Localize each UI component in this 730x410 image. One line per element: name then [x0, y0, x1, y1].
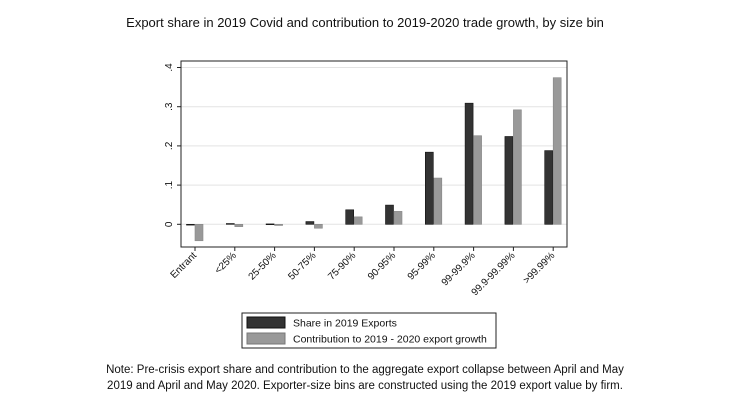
bar-share-2019	[504, 136, 514, 225]
y-tick-label: 0	[164, 221, 175, 227]
y-tick-label: .3	[164, 102, 175, 111]
x-tick-label: 25-50%	[247, 250, 279, 282]
bar-contribution-growth	[433, 177, 443, 225]
x-tick-label: >99.99%	[521, 250, 557, 286]
y-tick-label: .2	[164, 141, 175, 150]
bar-contribution-growth	[234, 224, 244, 227]
bar-contribution-growth	[274, 224, 283, 226]
bar-share-2019	[544, 150, 554, 225]
note-line-1: Note: Pre-crisis export share and contri…	[106, 364, 624, 376]
plot-frame	[180, 60, 568, 248]
legend-label-contribution: Contribution to 2019 - 2020 export growt…	[293, 334, 487, 346]
bar-share-2019	[385, 204, 394, 225]
x-tick-label: 99-99.9%	[440, 250, 478, 288]
bar-contribution-growth	[353, 216, 363, 225]
bar-share-2019	[226, 223, 235, 225]
legend-swatch-contribution	[246, 332, 286, 345]
bar-contribution-growth	[194, 224, 204, 242]
bar-share-2019	[305, 221, 315, 225]
chart-title: Export share in 2019 Covid and contribut…	[126, 15, 604, 30]
x-tick-label: <25%	[213, 250, 239, 276]
bar-contribution-growth	[393, 211, 403, 225]
bar-share-2019	[186, 224, 195, 226]
x-tick-label: Entrant	[169, 250, 200, 281]
bar-contribution-growth	[513, 109, 522, 225]
x-tick-label: 75-90%	[326, 250, 358, 282]
bar-share-2019	[265, 223, 275, 226]
bar-share-2019	[345, 209, 355, 225]
x-tick-label: 95-99%	[406, 250, 438, 282]
bar-contribution-growth	[314, 224, 323, 229]
legend: Share in 2019 Exports Contribution to 20…	[241, 312, 497, 349]
bar-share-2019	[424, 151, 434, 225]
bar-contribution-growth	[473, 135, 482, 225]
legend-swatch-share	[246, 316, 286, 329]
x-tick-label: 50-75%	[286, 250, 318, 282]
legend-label-share: Share in 2019 Exports	[293, 318, 397, 330]
bar-contribution-growth	[552, 77, 562, 225]
y-tick-label: .4	[164, 63, 175, 72]
note-line-2: 2019 and April and May 2020. Exporter-si…	[107, 380, 623, 392]
x-tick-label: 90-95%	[366, 250, 398, 282]
y-tick-label: .1	[164, 180, 175, 189]
bar-share-2019	[464, 102, 474, 225]
